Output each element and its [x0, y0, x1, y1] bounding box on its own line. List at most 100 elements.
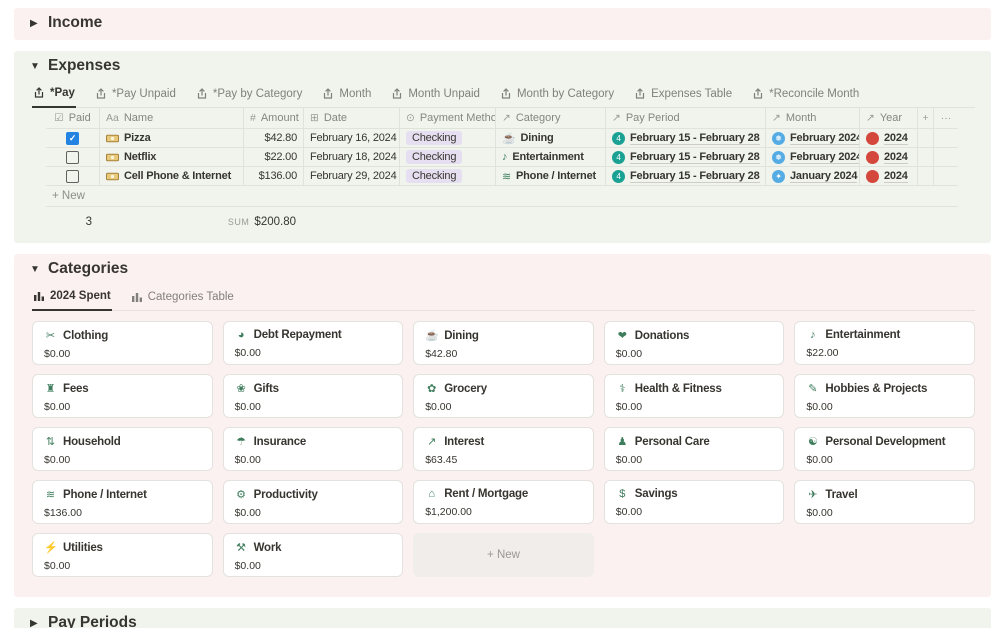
income-toggle-header[interactable]: ▶ Income [30, 12, 975, 34]
category-cell[interactable]: ≋ Phone / Internet [496, 167, 606, 186]
category-amount: $0.00 [806, 507, 833, 519]
category-card[interactable]: ❤ Donations $0.00 [603, 321, 785, 365]
payment-method-cell[interactable]: Checking [400, 129, 496, 148]
category-card[interactable]: ✂ Clothing $0.00 [32, 321, 213, 365]
name-cell[interactable]: Netflix [100, 148, 244, 167]
row-count[interactable]: 3 [85, 216, 92, 228]
category-cell[interactable]: ☕ Dining [496, 129, 606, 148]
chevron-right-icon[interactable]: ▶ [30, 17, 38, 29]
column-header-category[interactable]: ↗ Category [496, 108, 606, 129]
empty-cell [934, 129, 958, 148]
tab-2024-spent[interactable]: 2024 Spent [32, 286, 112, 311]
tab-month-by-category[interactable]: Month by Category [499, 83, 615, 107]
date-cell[interactable]: February 29, 2024 [304, 167, 400, 186]
column-header-name[interactable]: Aa Name [100, 108, 244, 129]
tab-expenses-table[interactable]: Expenses Table [633, 83, 733, 107]
table-row[interactable]: Pizza $42.80 February 16, 2024 Checking … [46, 129, 975, 148]
chevron-right-icon[interactable]: ▶ [30, 617, 38, 628]
category-cell[interactable]: ♪ Entertainment [496, 148, 606, 167]
category-card[interactable]: ≋ Phone / Internet $136.00 [32, 480, 213, 524]
column-header-paid[interactable]: ☑ Paid [46, 108, 100, 129]
linked-view-icon [501, 87, 511, 99]
year-cell[interactable]: 2024 [860, 148, 918, 167]
section-title-income: Income [48, 14, 103, 31]
category-card[interactable]: ❀ Gifts $0.00 [222, 374, 404, 418]
expense-name: Pizza [124, 132, 151, 144]
tab-pay-by-category[interactable]: *Pay by Category [195, 83, 304, 107]
paid-cell [46, 167, 100, 186]
year-cell[interactable]: 2024 [860, 129, 918, 148]
month-cell[interactable]: ❅ February 2024 [766, 148, 860, 167]
category-card[interactable]: ✿ Grocery $0.00 [413, 374, 594, 418]
more-columns-button[interactable]: ··· [934, 108, 958, 129]
category-card[interactable]: ◕ Debt Repayment $0.00 [222, 321, 404, 365]
category-card[interactable]: ♟ Personal Care $0.00 [603, 427, 785, 471]
tab-month-unpaid[interactable]: Month Unpaid [390, 83, 481, 107]
category-card[interactable]: ⚡ Utilities $0.00 [32, 533, 213, 577]
amount-sum[interactable]: SUM $200.80 [100, 207, 304, 237]
tab-categories-table[interactable]: Categories Table [130, 286, 235, 310]
table-row[interactable]: Netflix $22.00 February 18, 2024 Checkin… [46, 148, 975, 167]
categories-toggle-header[interactable]: ▼ Categories [30, 258, 975, 280]
pay-period-cell[interactable]: 4 February 15 - February 28 [606, 167, 766, 186]
category-card[interactable]: ⌂ Rent / Mortgage $1,200.00 [413, 480, 594, 524]
column-header-date[interactable]: ⊞ Date [304, 108, 400, 129]
category-amount: $0.00 [234, 560, 261, 572]
category-card[interactable]: ⚒ Work $0.00 [222, 533, 404, 577]
tab-pay-unpaid[interactable]: *Pay Unpaid [94, 83, 177, 107]
category-card[interactable]: ✎ Hobbies & Projects $0.00 [794, 374, 975, 418]
chevron-down-icon[interactable]: ▼ [30, 60, 40, 72]
category-card[interactable]: ☯ Personal Development $0.00 [794, 427, 975, 471]
category-card[interactable]: ♜ Fees $0.00 [32, 374, 213, 418]
category-card[interactable]: ⚕ Health & Fitness $0.00 [603, 374, 785, 418]
date-cell[interactable]: February 16, 2024 [304, 129, 400, 148]
month-cell[interactable]: ❅ February 2024 [766, 129, 860, 148]
amount-cell[interactable]: $22.00 [244, 148, 304, 167]
empty-cell [934, 167, 958, 186]
chevron-down-icon[interactable]: ▼ [30, 263, 40, 275]
tab-month[interactable]: Month [321, 83, 372, 107]
column-header-month[interactable]: ↗ Month [766, 108, 860, 129]
name-cell[interactable]: Cell Phone & Internet [100, 167, 244, 186]
amount-cell[interactable]: $136.00 [244, 167, 304, 186]
name-cell[interactable]: Pizza [100, 129, 244, 148]
column-header-year[interactable]: ↗ Year [860, 108, 918, 129]
category-card[interactable]: ✈ Travel $0.00 [794, 480, 975, 524]
tab-pay[interactable]: *Pay [32, 83, 76, 108]
new-category-card-button[interactable]: + New [413, 533, 594, 577]
column-header-payment-method[interactable]: ⊙ Payment Method [400, 108, 496, 129]
category-card[interactable]: ☂ Insurance $0.00 [222, 427, 404, 471]
pay-period-cell[interactable]: 4 February 15 - February 28 [606, 129, 766, 148]
pay-period-cell[interactable]: 4 February 15 - February 28 [606, 148, 766, 167]
column-header-pay-period[interactable]: ↗ Pay Period [606, 108, 766, 129]
expenses-toggle-header[interactable]: ▼ Expenses [30, 55, 975, 77]
table-row[interactable]: Cell Phone & Internet $136.00 February 2… [46, 167, 975, 186]
personal-care-icon: ♟ [617, 436, 628, 448]
travel-icon: ✈ [808, 489, 818, 501]
payment-method-cell[interactable]: Checking [400, 148, 496, 167]
amount-cell[interactable]: $42.80 [244, 129, 304, 148]
month-cell[interactable]: ✦ January 2024 [766, 167, 860, 186]
year-value: 2024 [884, 169, 908, 183]
paid-checkbox[interactable] [66, 131, 79, 145]
column-label: Year [879, 112, 903, 124]
year-cell[interactable]: 2024 [860, 167, 918, 186]
paid-checkbox[interactable] [66, 150, 79, 164]
category-card[interactable]: ☕ Dining $42.80 [413, 321, 594, 365]
category-card[interactable]: ♪ Entertainment $22.00 [794, 321, 975, 365]
debt-repayment-icon: ◕ [237, 329, 245, 341]
add-column-button[interactable]: + [918, 108, 934, 129]
category-card[interactable]: $ Savings $0.00 [603, 480, 785, 524]
pay-periods-toggle-header[interactable]: ▶ Pay Periods [30, 612, 975, 628]
money-icon [106, 134, 119, 142]
new-row-button[interactable]: + New [46, 186, 958, 207]
paid-checkbox[interactable] [66, 169, 79, 183]
date-cell[interactable]: February 18, 2024 [304, 148, 400, 167]
column-header-amount[interactable]: # Amount [244, 108, 304, 129]
category-card[interactable]: ⚙ Productivity $0.00 [222, 480, 404, 524]
category-card[interactable]: ↗ Interest $63.45 [413, 427, 594, 471]
category-card[interactable]: ⇅ Household $0.00 [32, 427, 213, 471]
tab-reconcile-month[interactable]: *Reconcile Month [751, 83, 860, 107]
category-amount: $0.00 [615, 348, 643, 360]
payment-method-cell[interactable]: Checking [400, 167, 496, 186]
